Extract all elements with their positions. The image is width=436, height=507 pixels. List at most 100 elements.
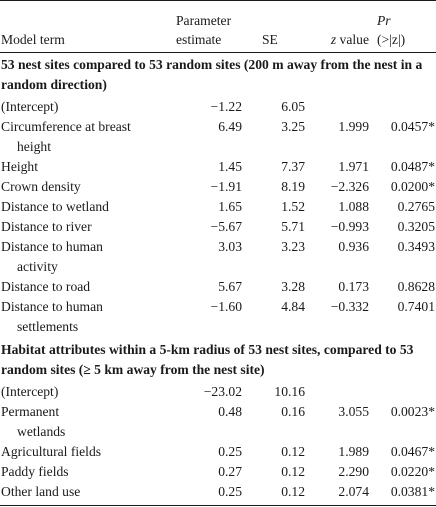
model-term-continued: wetlands bbox=[17, 424, 66, 439]
model-term-cell: Circumference at breast height bbox=[0, 117, 176, 157]
model-term-cell: Agricultural fields bbox=[0, 442, 176, 462]
top-rule bbox=[0, 0, 436, 1]
model-term: (Intercept) bbox=[1, 384, 59, 399]
z-value-cell: −0.993 bbox=[330, 219, 369, 234]
z-value-cell: 0.936 bbox=[338, 239, 369, 254]
se-cell: 7.37 bbox=[281, 159, 305, 174]
parameter-estimate-cell: −1.60 bbox=[210, 299, 242, 314]
header-pr: Pr (>|z|) bbox=[377, 13, 406, 47]
parameter-estimate-cell: −5.67 bbox=[210, 219, 242, 234]
se-cell: 3.25 bbox=[281, 119, 305, 134]
model-term-cell: Distance to wetland bbox=[0, 197, 176, 217]
model-term-cell: Crown density bbox=[0, 177, 176, 197]
model-term-cell: Height bbox=[0, 157, 176, 177]
table-row: Agricultural fields 0.25 0.12 1.989 0.0467* bbox=[0, 442, 436, 462]
parameter-estimate-cell: 3.03 bbox=[218, 239, 242, 254]
pr-cell: 0.0467* bbox=[390, 444, 435, 459]
model-term: Height bbox=[1, 159, 38, 174]
model-term-cell: (Intercept) bbox=[0, 381, 176, 402]
se-cell: 3.23 bbox=[281, 239, 305, 254]
pr-cell: 0.0487* bbox=[390, 159, 435, 174]
se-cell: 0.12 bbox=[281, 444, 305, 459]
model-term-cell: Other land use bbox=[0, 482, 176, 502]
model-term-cell: Distance to human activity bbox=[0, 237, 176, 277]
table-row: Other land use 0.25 0.12 2.074 0.0381* bbox=[0, 482, 436, 502]
parameter-estimate-cell: 1.45 bbox=[218, 159, 242, 174]
se-cell: 6.05 bbox=[281, 99, 305, 114]
table-row: Distance to human settlements −1.60 4.84 −0.… bbox=[0, 297, 436, 337]
z-value-cell bbox=[305, 96, 373, 117]
pr-cell: 0.0220* bbox=[390, 464, 435, 479]
table-row: Distance to river −5.67 5.71 −0.993 0.3205 bbox=[0, 217, 436, 237]
header-se: SE bbox=[262, 32, 278, 47]
pr-cell: 0.0200* bbox=[390, 179, 435, 194]
z-value-cell: 1.999 bbox=[338, 119, 369, 134]
model-term: Distance to wetland bbox=[1, 199, 109, 214]
se-cell: 0.12 bbox=[281, 484, 305, 499]
model-term-cell: Paddy fields bbox=[0, 462, 176, 482]
se-cell: 0.12 bbox=[281, 464, 305, 479]
model-term: Distance to human bbox=[1, 299, 103, 314]
bottom-rule bbox=[0, 505, 436, 506]
section-heading-row: 53 nest sites compared to 53 random site… bbox=[0, 52, 436, 96]
model-term-cell: (Intercept) bbox=[0, 96, 176, 117]
model-term: Distance to human bbox=[1, 239, 103, 254]
table-header: Model term Parameter estimate SE z value… bbox=[0, 0, 436, 52]
table-row: Circumference at breast height 6.49 3.25 1.9… bbox=[0, 117, 436, 157]
parameter-estimate-cell: −23.02 bbox=[203, 384, 242, 399]
section-heading-row: Habitat attributes within a 5-km radius … bbox=[0, 337, 436, 381]
pr-cell bbox=[373, 381, 436, 402]
z-value-cell: −2.326 bbox=[330, 179, 369, 194]
table-body: 53 nest sites compared to 53 random site… bbox=[0, 52, 436, 502]
parameter-estimate-cell: 0.25 bbox=[218, 484, 242, 499]
z-value-cell: 3.055 bbox=[338, 404, 369, 419]
model-term: (Intercept) bbox=[1, 99, 59, 114]
table-row: (Intercept) −23.02 10.16 bbox=[0, 381, 436, 402]
pr-cell: 0.0381* bbox=[390, 484, 435, 499]
model-term: Distance to road bbox=[1, 279, 91, 294]
table-row: Height 1.45 7.37 1.971 0.0487* bbox=[0, 157, 436, 177]
header-model-term: Model term bbox=[1, 32, 65, 47]
model-term-cell: Distance to human settlements bbox=[0, 297, 176, 337]
parameter-estimate-cell: 0.25 bbox=[218, 444, 242, 459]
model-term-continued: activity bbox=[17, 259, 58, 274]
parameter-estimate-cell: 6.49 bbox=[218, 119, 242, 134]
header-parameter-estimate: Parameter estimate bbox=[176, 13, 232, 47]
table-row: Permanent wetlands 0.48 0.16 3.055 0.0023* bbox=[0, 402, 436, 442]
parameter-estimate-cell: 0.27 bbox=[218, 464, 242, 479]
table-row: Paddy fields 0.27 0.12 2.290 0.0220* bbox=[0, 462, 436, 482]
pr-cell: 0.0457* bbox=[390, 119, 435, 134]
z-value-cell: 2.290 bbox=[338, 464, 369, 479]
parameter-estimate-cell: −1.91 bbox=[210, 179, 242, 194]
se-cell: 5.71 bbox=[281, 219, 305, 234]
pr-cell: 0.2765 bbox=[397, 199, 435, 214]
table-row: Distance to human activity 3.03 3.23 0.936 0.… bbox=[0, 237, 436, 277]
pr-cell: 0.8628 bbox=[397, 279, 435, 294]
model-term-cell: Distance to road bbox=[0, 277, 176, 297]
pr-cell: 0.7401 bbox=[397, 299, 435, 314]
model-term: Distance to river bbox=[1, 219, 92, 234]
z-value-cell: −0.332 bbox=[330, 299, 369, 314]
parameter-estimate-cell: 0.48 bbox=[218, 404, 242, 419]
model-term: Agricultural fields bbox=[1, 444, 102, 459]
pr-cell bbox=[373, 96, 436, 117]
se-cell: 8.19 bbox=[281, 179, 305, 194]
table-row: Crown density −1.91 8.19 −2.326 0.0200* bbox=[0, 177, 436, 197]
header-z-value: z value bbox=[330, 32, 369, 47]
model-term: Paddy fields bbox=[1, 464, 69, 479]
model-term-cell: Distance to river bbox=[0, 217, 176, 237]
parameter-estimate-cell: −1.22 bbox=[210, 99, 242, 114]
header-rule bbox=[0, 52, 436, 53]
pr-cell: 0.3493 bbox=[397, 239, 435, 254]
model-term: Circumference at breast bbox=[1, 119, 131, 134]
pr-cell: 0.3205 bbox=[397, 219, 435, 234]
table-row: (Intercept) −1.22 6.05 bbox=[0, 96, 436, 117]
model-term: Other land use bbox=[1, 484, 81, 499]
se-cell: 3.28 bbox=[281, 279, 305, 294]
z-value-cell: 1.088 bbox=[338, 199, 369, 214]
section-title: Habitat attributes within a 5-km radius … bbox=[1, 342, 414, 377]
model-term: Crown density bbox=[1, 179, 81, 194]
z-value-cell: 1.989 bbox=[338, 444, 369, 459]
